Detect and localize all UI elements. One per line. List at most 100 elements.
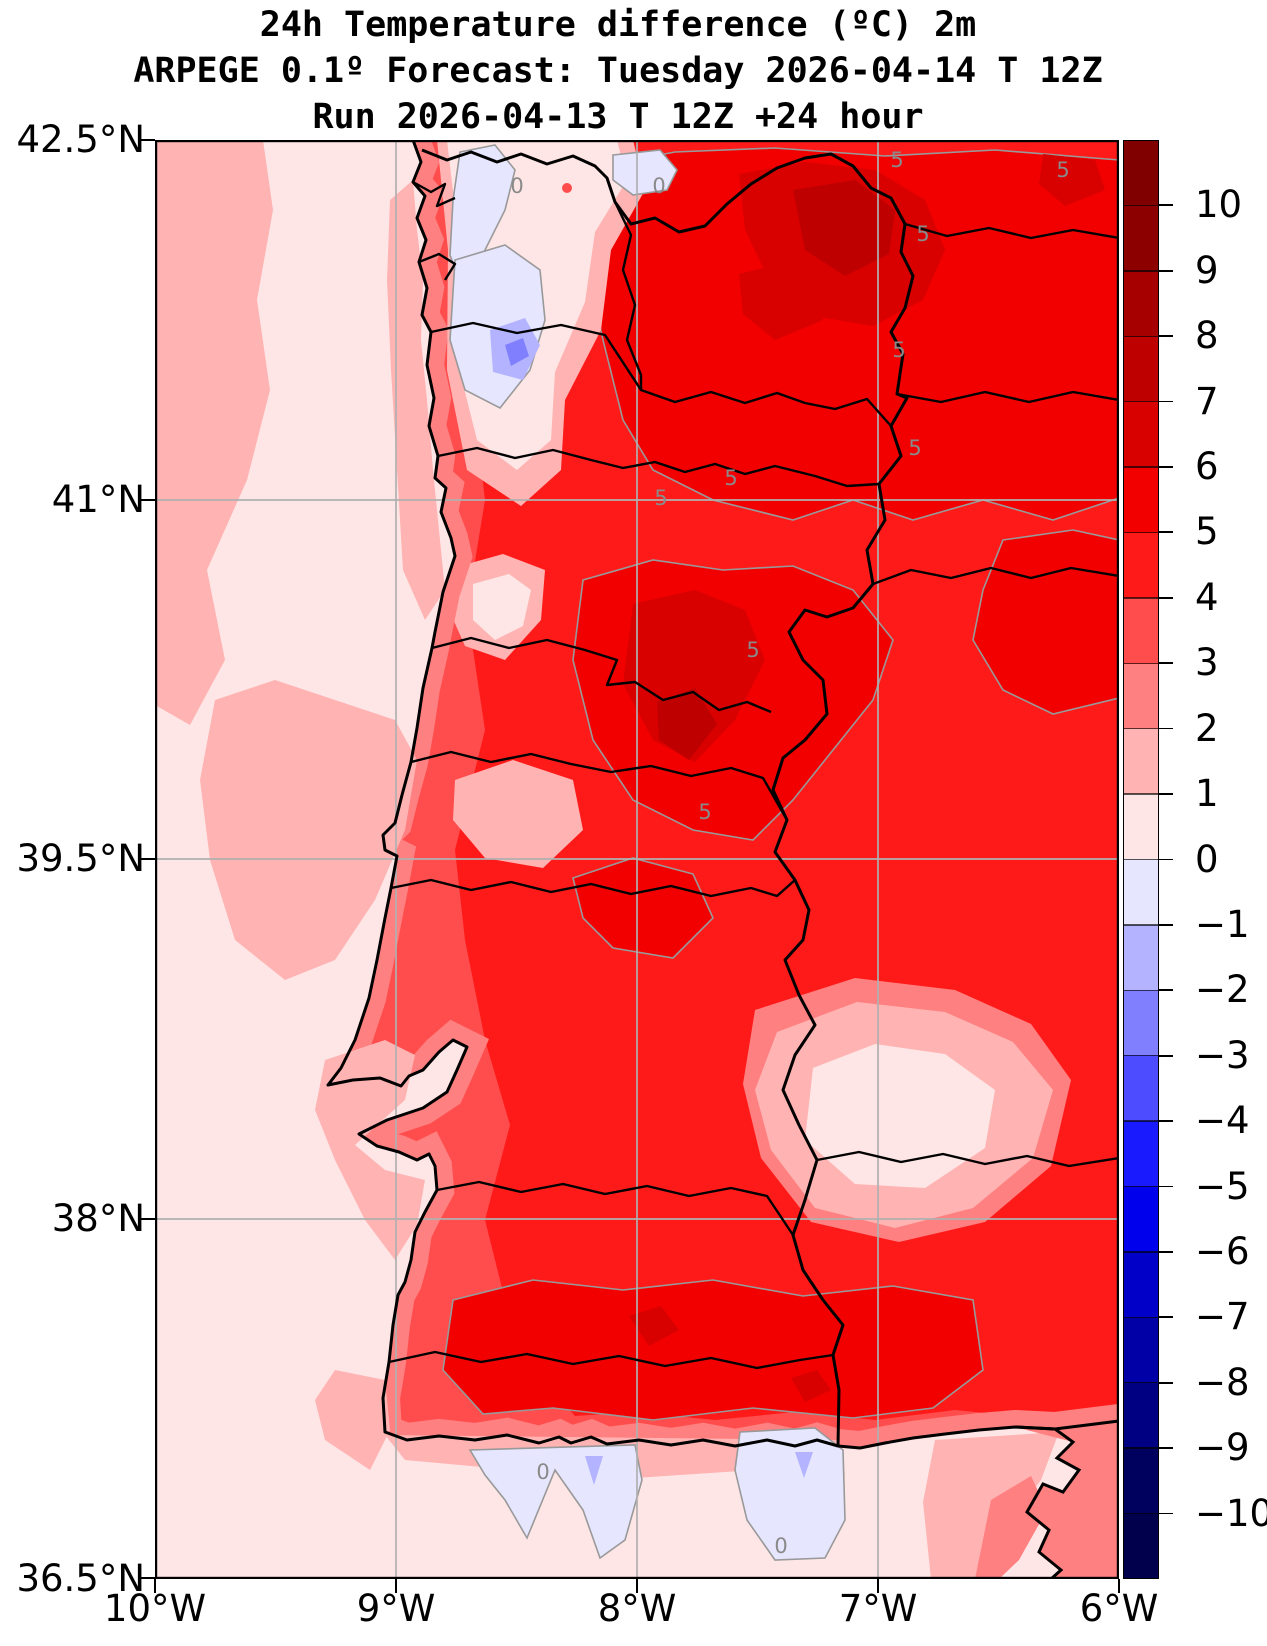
plot-frame bbox=[155, 140, 1119, 1579]
colorbar-segment bbox=[1124, 1447, 1158, 1513]
algarve-negative-patches bbox=[468, 1427, 846, 1561]
lat-tick-label-41n: 41°N bbox=[51, 478, 145, 521]
title-line-1: 24h Temperature difference (ºC) 2m bbox=[259, 5, 977, 45]
lon-tick bbox=[1118, 1579, 1120, 1593]
title-line-2: ARPEGE 0.1º Forecast: Tuesday 2026-04-14… bbox=[133, 51, 1103, 91]
colorbar-tick-label: 9 bbox=[1195, 248, 1219, 292]
colorbar-segment bbox=[1124, 794, 1158, 860]
colorbar-segment bbox=[1124, 1512, 1158, 1578]
colorbar-segment bbox=[1124, 924, 1158, 991]
colorbar-tick bbox=[1159, 1447, 1173, 1449]
sea-salmon-patches bbox=[155, 140, 1059, 1579]
colorbar-segment bbox=[1124, 1251, 1158, 1317]
colorbar-segment bbox=[1124, 206, 1158, 272]
colorbar-segment bbox=[1124, 663, 1158, 729]
colorbar-segment bbox=[1124, 271, 1158, 337]
district-borders bbox=[388, 180, 1119, 1370]
lon-tick-label-10w: 10°W bbox=[103, 1587, 207, 1630]
colorbar-tick bbox=[1159, 335, 1173, 338]
colorbar-tick-label: −5 bbox=[1195, 1164, 1250, 1208]
colorbar-segment bbox=[1124, 1316, 1158, 1382]
colorbar-tick bbox=[1159, 1512, 1173, 1515]
lon-tick bbox=[154, 1579, 156, 1593]
map-plot-area bbox=[155, 140, 1119, 1579]
lon-tick bbox=[636, 1579, 638, 1593]
colorbar-tick-label: −2 bbox=[1195, 968, 1250, 1012]
title-block: 24h Temperature difference (ºC) 2m ARPEG… bbox=[0, 2, 1236, 140]
colorbar-tick-label: −7 bbox=[1195, 1295, 1250, 1339]
colorbar-tick bbox=[1159, 793, 1173, 795]
colorbar-tick bbox=[1159, 727, 1173, 730]
colorbar-segment bbox=[1124, 336, 1158, 403]
colorbar-tick-label: 4 bbox=[1195, 575, 1219, 619]
colorbar-tick-label: −10 bbox=[1195, 1491, 1267, 1535]
colorbar-tick bbox=[1159, 1120, 1173, 1122]
colorbar bbox=[1123, 140, 1159, 1579]
north-negative-pocket bbox=[437, 140, 678, 506]
colorbar-tick-label: 8 bbox=[1195, 314, 1219, 358]
colorbar-segment bbox=[1124, 467, 1158, 533]
lon-tick-label-8w: 8°W bbox=[597, 1587, 677, 1630]
fill-plus5-group bbox=[442, 147, 1119, 1421]
lat-tick bbox=[141, 499, 155, 501]
map-canvas bbox=[155, 140, 1119, 1579]
coastline-cadiz bbox=[1014, 1425, 1082, 1579]
coastline bbox=[326, 140, 1119, 1450]
lat-tick-label-42-5n: 42.5°N bbox=[16, 118, 145, 161]
lat-tick-label-38n: 38°N bbox=[51, 1197, 145, 1240]
colorbar-tick bbox=[1159, 923, 1173, 926]
colorbar-segment bbox=[1124, 402, 1158, 468]
colorbar-tick bbox=[1159, 400, 1173, 403]
lon-tick-label-9w: 9°W bbox=[356, 1587, 436, 1630]
colorbar-tick-label: 1 bbox=[1195, 772, 1219, 816]
colorbar-tick bbox=[1159, 858, 1173, 861]
colorbar-tick-label: −6 bbox=[1195, 1229, 1250, 1273]
colorbar-tick-label: −4 bbox=[1195, 1099, 1250, 1143]
colorbar-segment bbox=[1124, 990, 1158, 1056]
colorbar-segment bbox=[1124, 859, 1158, 925]
graticule bbox=[155, 140, 1119, 1579]
fill-se-pale-blob bbox=[743, 978, 1071, 1242]
colorbar-tick bbox=[1159, 1054, 1173, 1057]
title-line-3: Run 2026-04-13 T 12Z +24 hour bbox=[312, 97, 924, 137]
colorbar-tick-label: −8 bbox=[1195, 1360, 1250, 1404]
lon-tick-label-7w: 7°W bbox=[838, 1587, 918, 1630]
colorbar-tick bbox=[1159, 269, 1173, 272]
lat-tick-label-36-5n: 36.5°N bbox=[16, 1557, 145, 1600]
lat-tick-label-39-5n: 39.5°N bbox=[16, 837, 145, 880]
colorbar-segment bbox=[1124, 728, 1158, 795]
colorbar-tick-label: 3 bbox=[1195, 641, 1219, 685]
colorbar-tick bbox=[1159, 1381, 1173, 1384]
colorbar-tick-label: −9 bbox=[1195, 1426, 1250, 1470]
fill-coimbra-pale bbox=[449, 554, 545, 660]
colorbar-tick bbox=[1159, 1185, 1173, 1188]
lon-tick-label-6w: 6°W bbox=[1079, 1587, 1159, 1630]
colorbar-tick bbox=[1159, 989, 1173, 992]
colorbar-segment bbox=[1124, 1186, 1158, 1252]
colorbar-tick-label: 2 bbox=[1195, 706, 1219, 750]
colorbar-tick-label: −1 bbox=[1195, 902, 1250, 946]
colorbar-segment bbox=[1124, 598, 1158, 664]
lon-tick bbox=[877, 1579, 879, 1593]
lat-tick bbox=[141, 139, 155, 141]
colorbar-tick bbox=[1159, 204, 1173, 207]
fill-plus7-group bbox=[657, 180, 895, 760]
colorbar-segment bbox=[1124, 1381, 1158, 1448]
land-cadiz bbox=[1015, 1421, 1119, 1579]
fill-tejo-pale bbox=[453, 760, 583, 868]
colorbar-segment bbox=[1124, 1120, 1158, 1186]
colorbar-segment bbox=[1124, 141, 1158, 207]
lon-tick bbox=[395, 1579, 397, 1593]
lat-tick bbox=[141, 1577, 155, 1579]
colorbar-tick-label: 0 bbox=[1195, 837, 1219, 881]
colorbar-tick bbox=[1159, 1316, 1173, 1319]
colorbar-ticks: 10 9 8 7 6 5 4 3 2 1 0 −1 −2 −3 −4 −5 −6 −7 −8 −9 −10 bbox=[1159, 140, 1267, 1579]
colorbar-tick bbox=[1159, 596, 1173, 599]
colorbar-tick bbox=[1159, 531, 1173, 534]
colorbar-tick-label: 10 bbox=[1195, 183, 1243, 227]
colorbar-tick bbox=[1159, 1250, 1173, 1253]
colorbar-tick-label: 7 bbox=[1195, 379, 1219, 423]
country-border bbox=[421, 148, 915, 1447]
lat-tick bbox=[141, 858, 155, 860]
